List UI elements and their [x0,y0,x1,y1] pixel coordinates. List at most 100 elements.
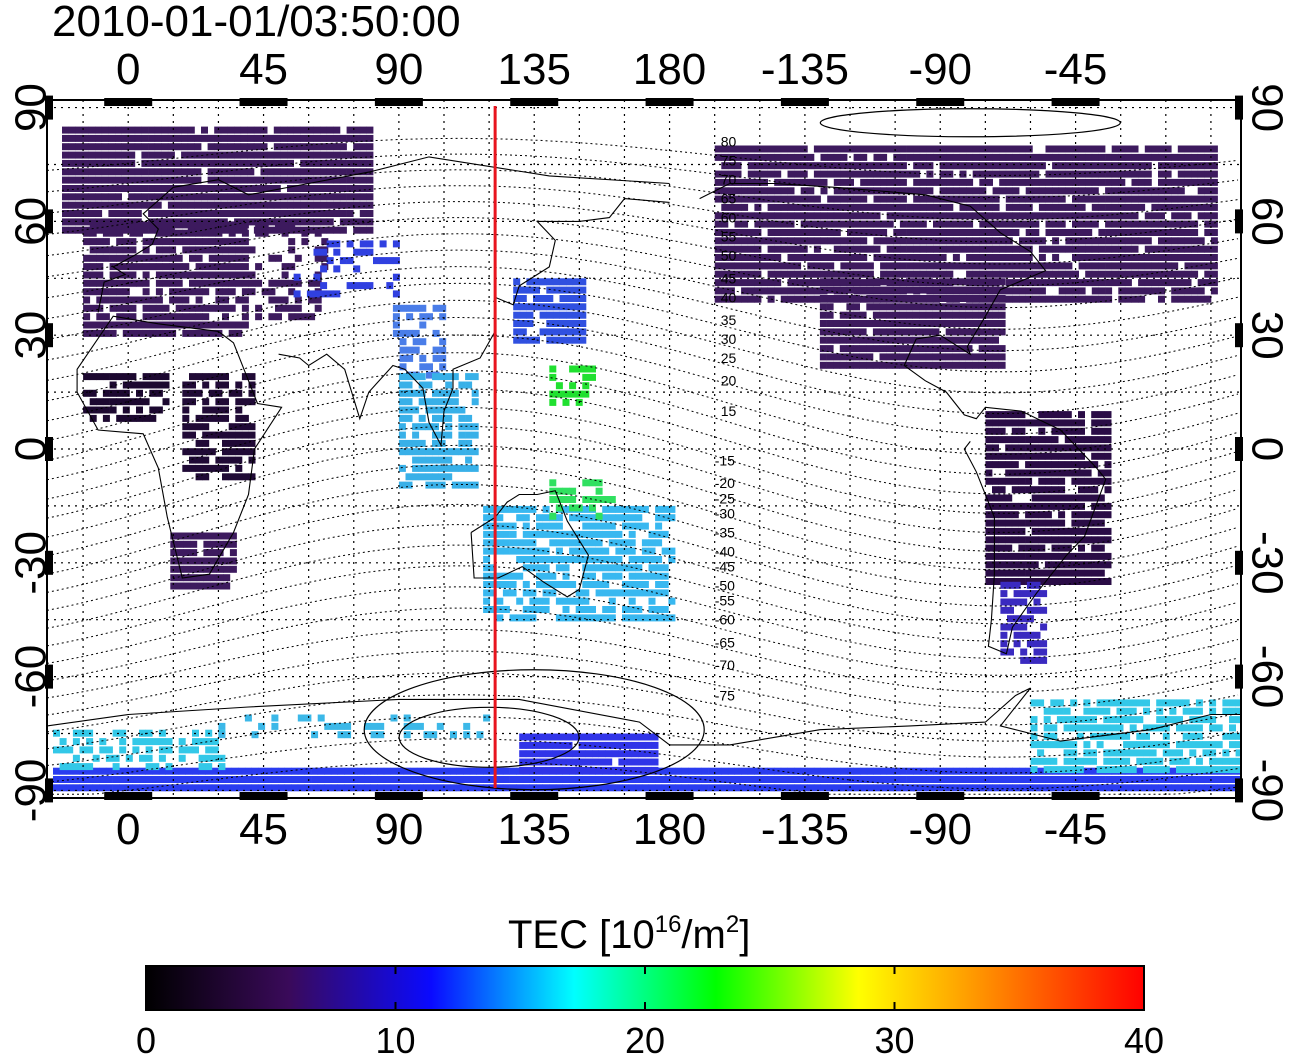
tec-cell-antarctic-west [152,763,160,771]
tec-cell-west-africa [102,373,110,381]
tec-cell-europe [202,321,210,329]
tec-cell-east-africa [202,414,210,422]
tec-cell-south-america [1018,578,1026,585]
tec-cell-europe [235,246,243,254]
tec-cell-north-america [866,145,874,153]
tec-cell-south-america [1091,452,1099,460]
tec-cell-antarctic-strip [734,784,742,792]
tec-cell-pacific-green [575,365,583,373]
tec-cell-europe-north [253,185,261,192]
tec-cell-asia-scatter [386,282,394,290]
tec-cell-antarctic-west [205,738,213,746]
tec-cell-north-america [1005,245,1013,253]
tec-cell-north-america [959,229,967,236]
tec-cell-southeast-asia [438,456,446,464]
tec-cell-patagonia [1000,640,1008,648]
tec-cell-north-america [1085,279,1093,287]
tec-cell-japan [559,328,567,336]
tec-cell-europe-north [174,193,182,201]
tec-cell-central-asia [288,279,296,287]
tec-cell-north-america [1124,203,1132,211]
tec-cell-europe [102,238,110,246]
tec-cell-south-america [1071,578,1079,585]
tec-cell-australia [483,572,491,580]
tec-cell-south-africa [216,532,224,540]
tec-cell-europe-north [287,134,294,142]
tec-cell-southeast-asia [405,439,413,447]
tec-cell-north-america [800,229,808,236]
tec-cell-north-america [774,229,782,236]
tec-cell-north-america [939,245,947,253]
tec-cell-australia [569,539,577,547]
tec-cell-north-america [913,262,921,270]
tec-cell-antarctic-strip [615,776,623,783]
tec-cell-europe [162,229,170,237]
tec-cell-antarctic-strip [1052,776,1060,783]
tec-cell-australia [628,581,636,588]
tec-cell-australia [628,522,636,530]
tec-cell-japan [513,320,521,327]
tec-cell-antarctic-strip [1019,776,1026,783]
tec-cell-antarctic-peninsula [1123,741,1131,749]
tec-cell-antarctic-strip [648,776,656,783]
y-tick-label-right: 60 [1242,197,1291,246]
tec-cell-antarctic-strip [158,776,166,783]
tec-cell-north-america [873,153,881,161]
tec-cell-europe-north [174,143,182,151]
tec-cell-antarctic-strip [866,784,874,792]
tec-cell-antarctic-west [178,738,186,746]
contour-line [47,760,1239,795]
tec-cell-north-america [727,203,735,211]
tec-cell-australia [589,522,596,530]
tec-cell-australia [575,597,583,605]
tec-cell-europe [149,254,157,262]
tec-cell-europe [149,313,157,321]
tec-cell-usa [859,320,867,327]
tec-cell-europe-north [194,193,202,201]
tec-cell-north-america [1144,162,1152,170]
tec-cell-antarctic-strip [1091,784,1099,792]
tec-cell-north-america [906,170,914,178]
tec-cell-north-america [820,237,828,245]
tec-cell-europe-north [267,218,275,226]
tec-cell-patagonia [1013,581,1021,589]
tec-cell-europe-north [313,201,321,209]
tec-cell-antarctic-strip [509,767,517,775]
tec-cell-europe [109,329,117,337]
tec-cell-antarctic-peninsula [1056,716,1064,724]
tec-cell-europe [142,329,150,337]
tec-cell-east-africa [222,431,229,439]
tec-cell-antarctic-peninsula [1156,699,1164,707]
tec-cell-north-america [1171,229,1179,236]
tec-cell-europe-north [154,159,162,167]
tec-cell-north-america [860,153,868,161]
tec-cell-antarctic-strip [873,784,881,792]
tec-cell-south-america [998,536,1006,544]
tec-cell-europe-north [141,226,149,234]
tec-cell-south-america [1038,578,1046,585]
tec-cell-usa [866,278,874,286]
tec-cell-north-america [813,212,821,220]
tec-cell-south-america [1011,552,1019,560]
tec-cell-north-america [919,254,927,261]
tec-cell-north-america [1105,287,1113,295]
tec-cell-north-america [899,162,907,170]
tec-cell-south-america [1097,519,1105,527]
tec-cell-north-america [899,237,907,245]
tec-cell-europe-north [273,159,281,167]
tec-cell-north-america [747,212,755,220]
tec-cell-europe-north [267,201,275,209]
tec-cell-west-africa [96,406,104,414]
tec-cell-antarctic-peninsula [1043,741,1051,749]
tec-cell-antarctic-peninsula [1169,716,1177,724]
tec-cell-europe [155,313,163,321]
tec-cell-south-america [1078,544,1085,552]
tec-cell-europe-north [227,201,235,209]
tec-cell-north-america [1098,279,1106,287]
tec-cell-north-america [1025,145,1033,153]
map-panel: 8075706560555045403530252015-15-20-25-30… [45,95,1243,803]
tec-cell-europe-north [101,168,109,176]
tec-cell-europe-north [68,168,76,176]
tec-cell-europe [89,271,97,279]
tec-cell-europe-north [359,159,367,167]
